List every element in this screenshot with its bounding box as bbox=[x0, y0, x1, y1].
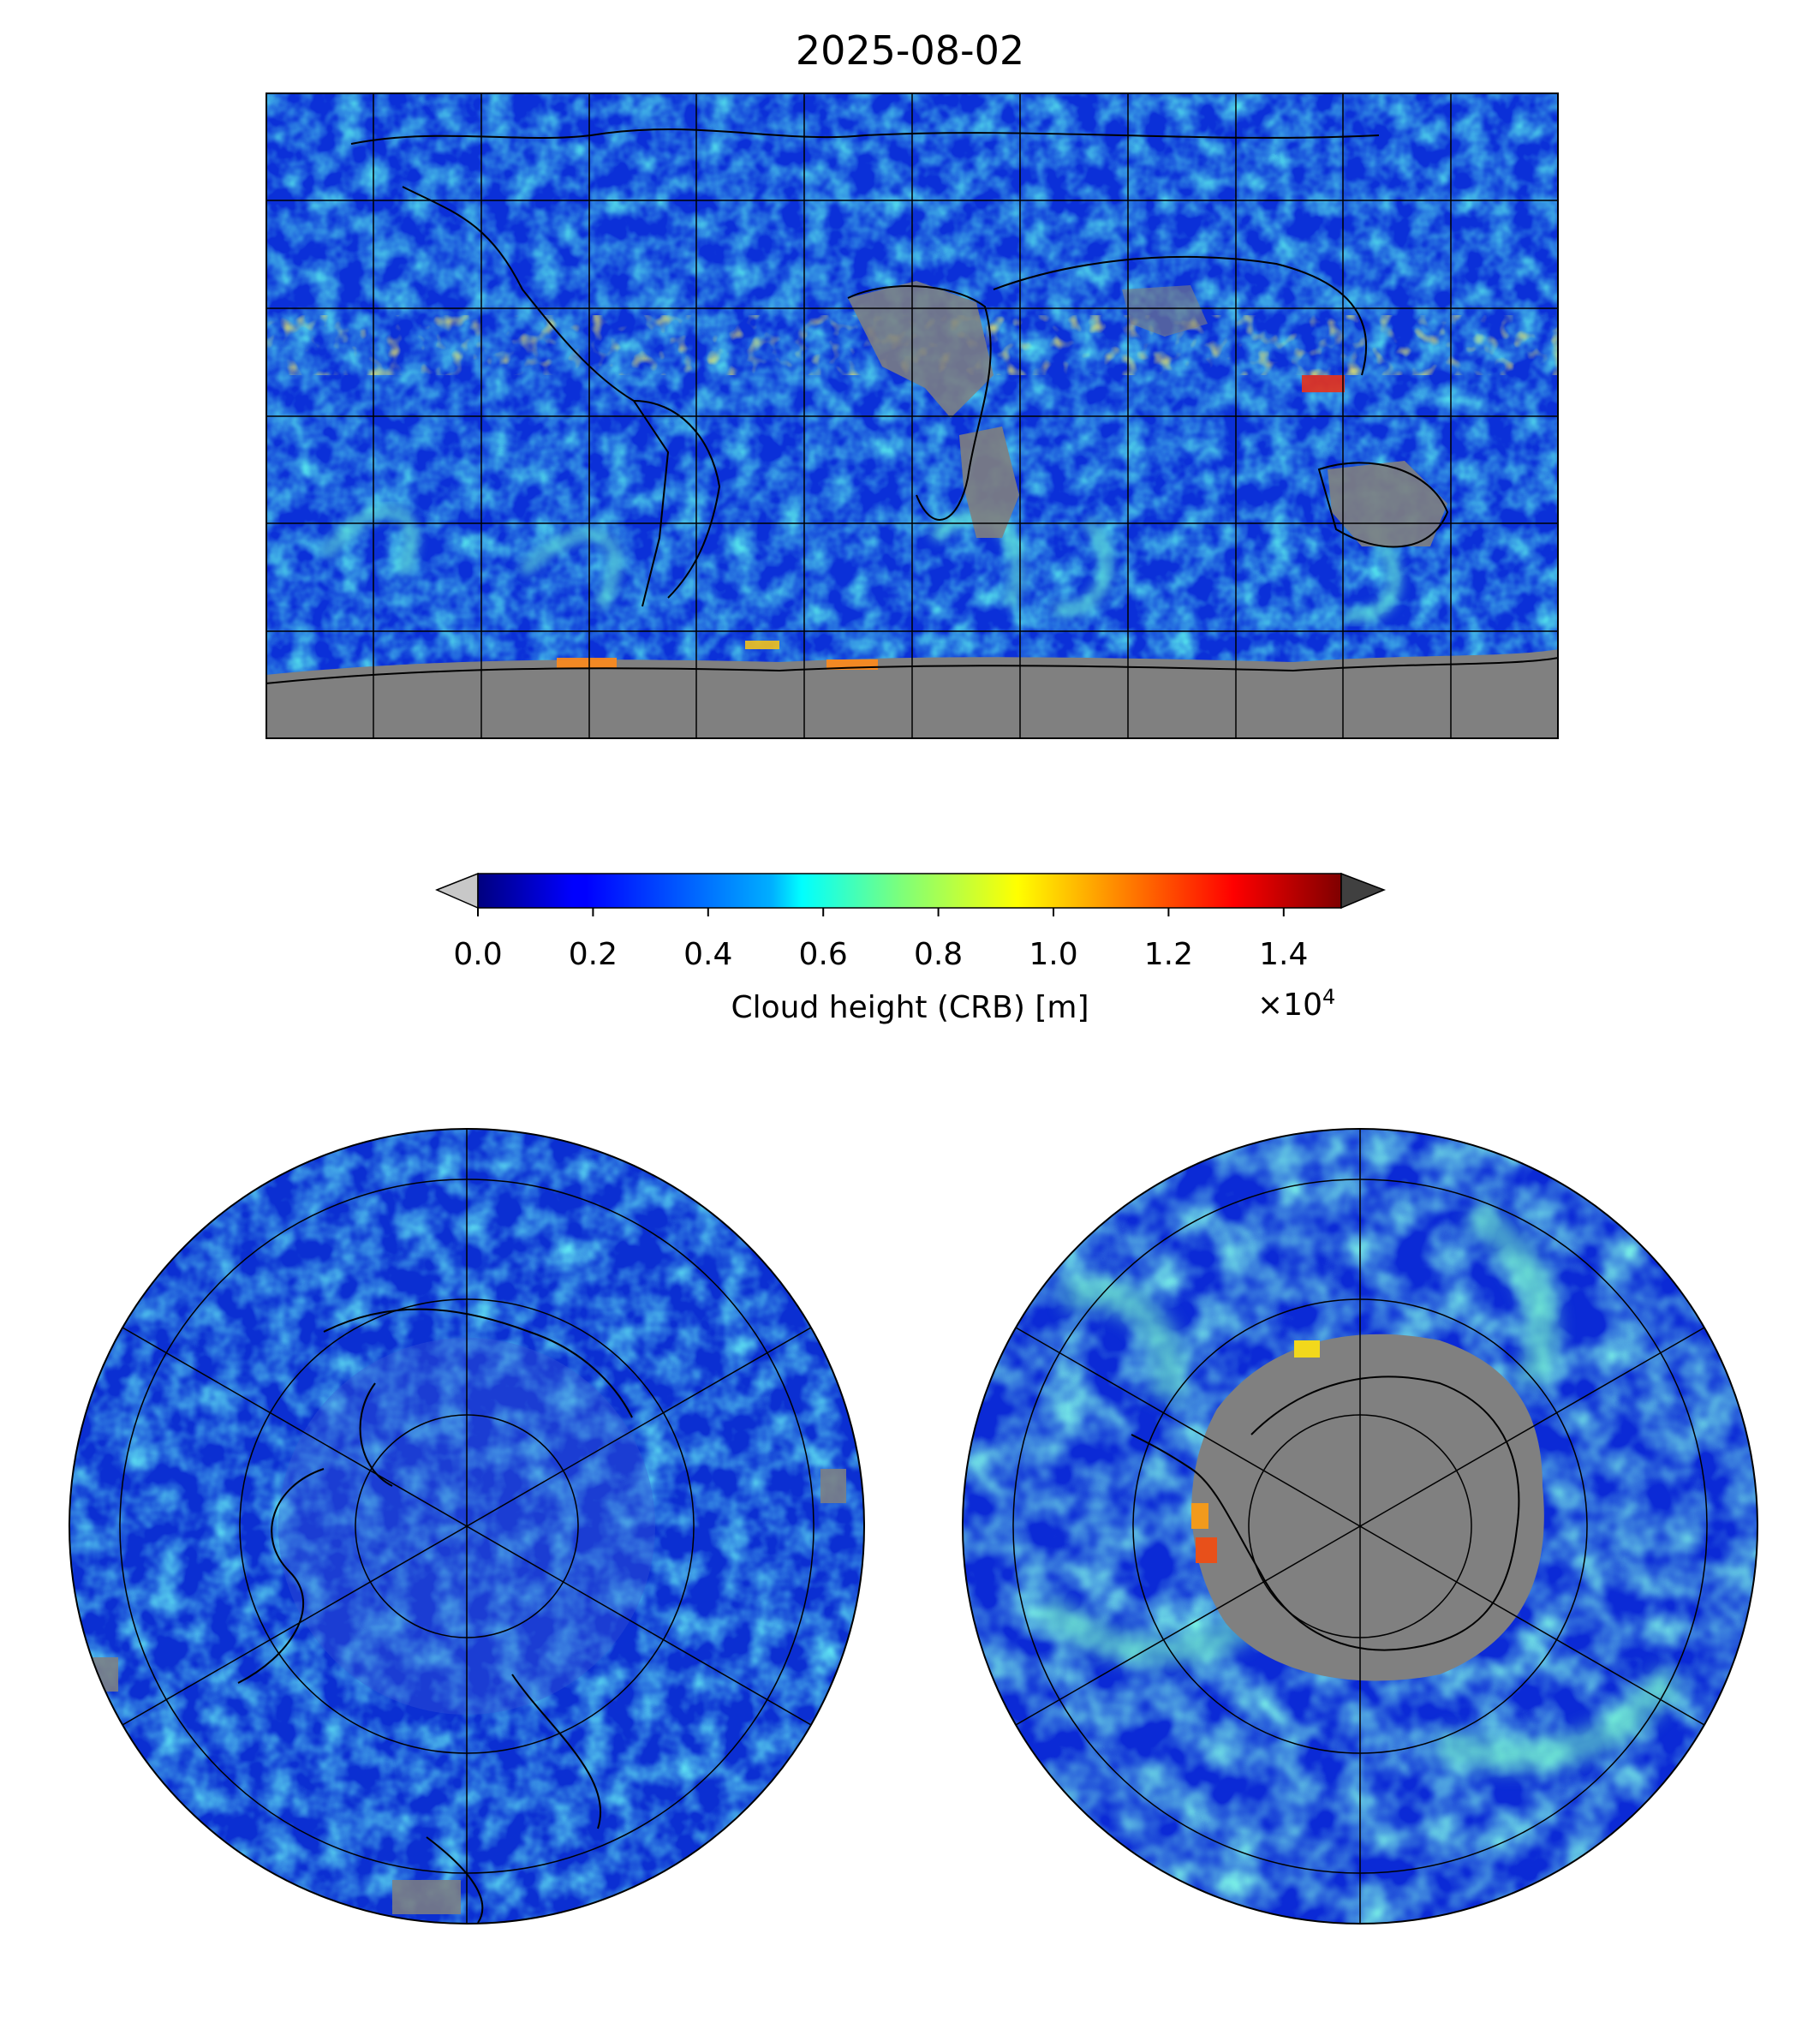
colorbar-multiplier-prefix: ×10 bbox=[1257, 988, 1322, 1023]
coastlines bbox=[266, 128, 1559, 684]
antarctica-nodata bbox=[1191, 1334, 1544, 1681]
south-polar-frame bbox=[962, 1128, 1758, 1925]
colorbar-tick-label: 0.8 bbox=[913, 937, 964, 972]
colorbar-tick-label: 1.4 bbox=[1259, 937, 1309, 972]
colorbar-multiplier: ×104 bbox=[1257, 985, 1335, 1023]
colorbar-tick-label: 0.6 bbox=[798, 937, 848, 972]
south-polar-gridlines bbox=[1012, 1129, 1708, 1924]
colorbar-tick-label: 0.4 bbox=[683, 937, 733, 972]
high-cloud-spots bbox=[557, 375, 1345, 670]
map-frame bbox=[266, 92, 1559, 739]
colorbar-gradient bbox=[477, 873, 1342, 909]
colorbar-label: Cloud height (CRB) [m] bbox=[731, 990, 1089, 1025]
north-polar-map bbox=[69, 1128, 865, 1925]
figure-title: 2025-08-02 bbox=[795, 27, 1025, 74]
south-polar-map bbox=[962, 1128, 1758, 1925]
colorbar-under-extend bbox=[435, 872, 479, 910]
global-cloud-height-map bbox=[266, 92, 1559, 739]
gridlines bbox=[266, 92, 1559, 739]
north-polar-frame bbox=[69, 1128, 865, 1925]
colorbar bbox=[435, 872, 1387, 916]
colorbar-multiplier-exponent: 4 bbox=[1322, 985, 1336, 1009]
colorbar-ticks bbox=[477, 908, 1285, 916]
north-polar-gridlines bbox=[119, 1129, 815, 1924]
colorbar-over-extend bbox=[1340, 872, 1387, 910]
colorbar-tick-label: 0.0 bbox=[453, 937, 503, 972]
colorbar-tick-label: 1.2 bbox=[1143, 937, 1194, 972]
colorbar-tick-label: 1.0 bbox=[1029, 937, 1078, 972]
colorbar-tick-label: 0.2 bbox=[568, 937, 618, 972]
